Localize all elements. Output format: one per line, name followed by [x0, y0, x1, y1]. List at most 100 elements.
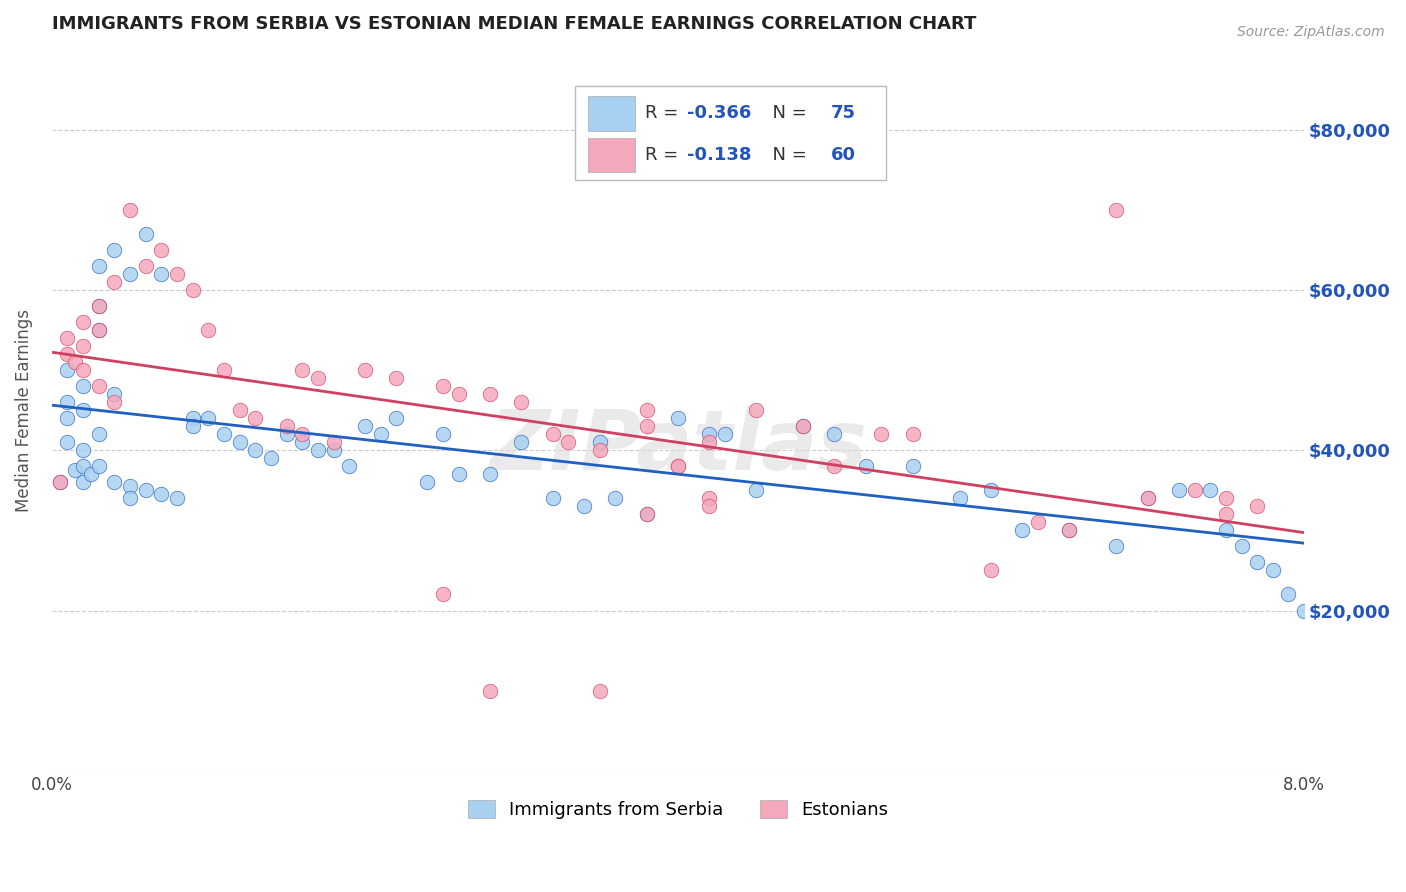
Point: [56, 347, 79, 361]
Point: [714, 427, 737, 442]
Point: [166, 267, 188, 281]
Point: [72, 379, 94, 393]
Point: [87, 323, 110, 337]
Point: [666, 411, 689, 425]
Point: [103, 243, 125, 257]
Point: [1105, 202, 1128, 217]
Point: [197, 323, 219, 337]
Text: -0.138: -0.138: [686, 146, 751, 164]
Point: [1294, 603, 1316, 617]
Point: [697, 427, 720, 442]
Point: [103, 387, 125, 401]
Point: [212, 363, 235, 377]
Point: [1011, 524, 1033, 538]
Point: [745, 403, 768, 417]
Point: [949, 491, 972, 506]
Point: [56, 411, 79, 425]
Point: [636, 419, 658, 434]
Point: [510, 435, 533, 450]
Point: [56, 363, 79, 377]
Point: [1277, 587, 1299, 601]
Point: [337, 459, 360, 474]
Point: [870, 427, 893, 442]
Point: [322, 435, 344, 450]
Point: [103, 395, 125, 409]
Text: 75: 75: [831, 104, 856, 122]
Point: [181, 411, 204, 425]
Point: [980, 483, 1002, 498]
Point: [745, 483, 768, 498]
Point: [48, 475, 70, 490]
Point: [792, 419, 814, 434]
Point: [697, 500, 720, 514]
Point: [792, 419, 814, 434]
Point: [65, 463, 87, 477]
Point: [541, 491, 564, 506]
FancyBboxPatch shape: [588, 96, 636, 130]
Point: [197, 411, 219, 425]
Point: [447, 467, 470, 482]
Point: [276, 419, 298, 434]
Point: [901, 459, 924, 474]
Point: [1167, 483, 1189, 498]
Point: [432, 587, 454, 601]
Point: [479, 387, 502, 401]
Point: [228, 435, 250, 450]
Point: [353, 419, 375, 434]
Point: [56, 331, 79, 345]
Point: [150, 267, 173, 281]
Point: [557, 435, 579, 450]
Point: [65, 355, 87, 369]
Point: [1215, 508, 1237, 522]
Point: [307, 371, 329, 385]
Point: [212, 427, 235, 442]
Point: [1215, 491, 1237, 506]
Point: [103, 275, 125, 289]
Point: [87, 379, 110, 393]
Point: [118, 202, 141, 217]
Text: Source: ZipAtlas.com: Source: ZipAtlas.com: [1237, 25, 1385, 39]
Point: [56, 395, 79, 409]
FancyBboxPatch shape: [588, 137, 636, 172]
Point: [636, 508, 658, 522]
Point: [307, 443, 329, 458]
Point: [1215, 524, 1237, 538]
Point: [135, 483, 157, 498]
Point: [245, 443, 267, 458]
Point: [118, 267, 141, 281]
Point: [181, 283, 204, 297]
Point: [48, 475, 70, 490]
Point: [72, 363, 94, 377]
Point: [291, 427, 314, 442]
Text: -0.366: -0.366: [686, 104, 751, 122]
Point: [572, 500, 595, 514]
Point: [416, 475, 439, 490]
Point: [1199, 483, 1222, 498]
Point: [87, 299, 110, 313]
Point: [510, 395, 533, 409]
Point: [56, 435, 79, 450]
Point: [150, 243, 173, 257]
Point: [385, 411, 408, 425]
Point: [666, 459, 689, 474]
Point: [72, 315, 94, 329]
Point: [370, 427, 392, 442]
Point: [541, 427, 564, 442]
Point: [1184, 483, 1206, 498]
Point: [589, 683, 612, 698]
Point: [260, 451, 283, 466]
Text: R =: R =: [645, 146, 685, 164]
Point: [118, 491, 141, 506]
Point: [118, 479, 141, 493]
Point: [666, 459, 689, 474]
Point: [432, 379, 454, 393]
Point: [589, 443, 612, 458]
Point: [479, 467, 502, 482]
Point: [385, 371, 408, 385]
Point: [245, 411, 267, 425]
Point: [150, 487, 173, 501]
Point: [1136, 491, 1159, 506]
Point: [87, 459, 110, 474]
Text: N =: N =: [761, 104, 813, 122]
Point: [87, 299, 110, 313]
